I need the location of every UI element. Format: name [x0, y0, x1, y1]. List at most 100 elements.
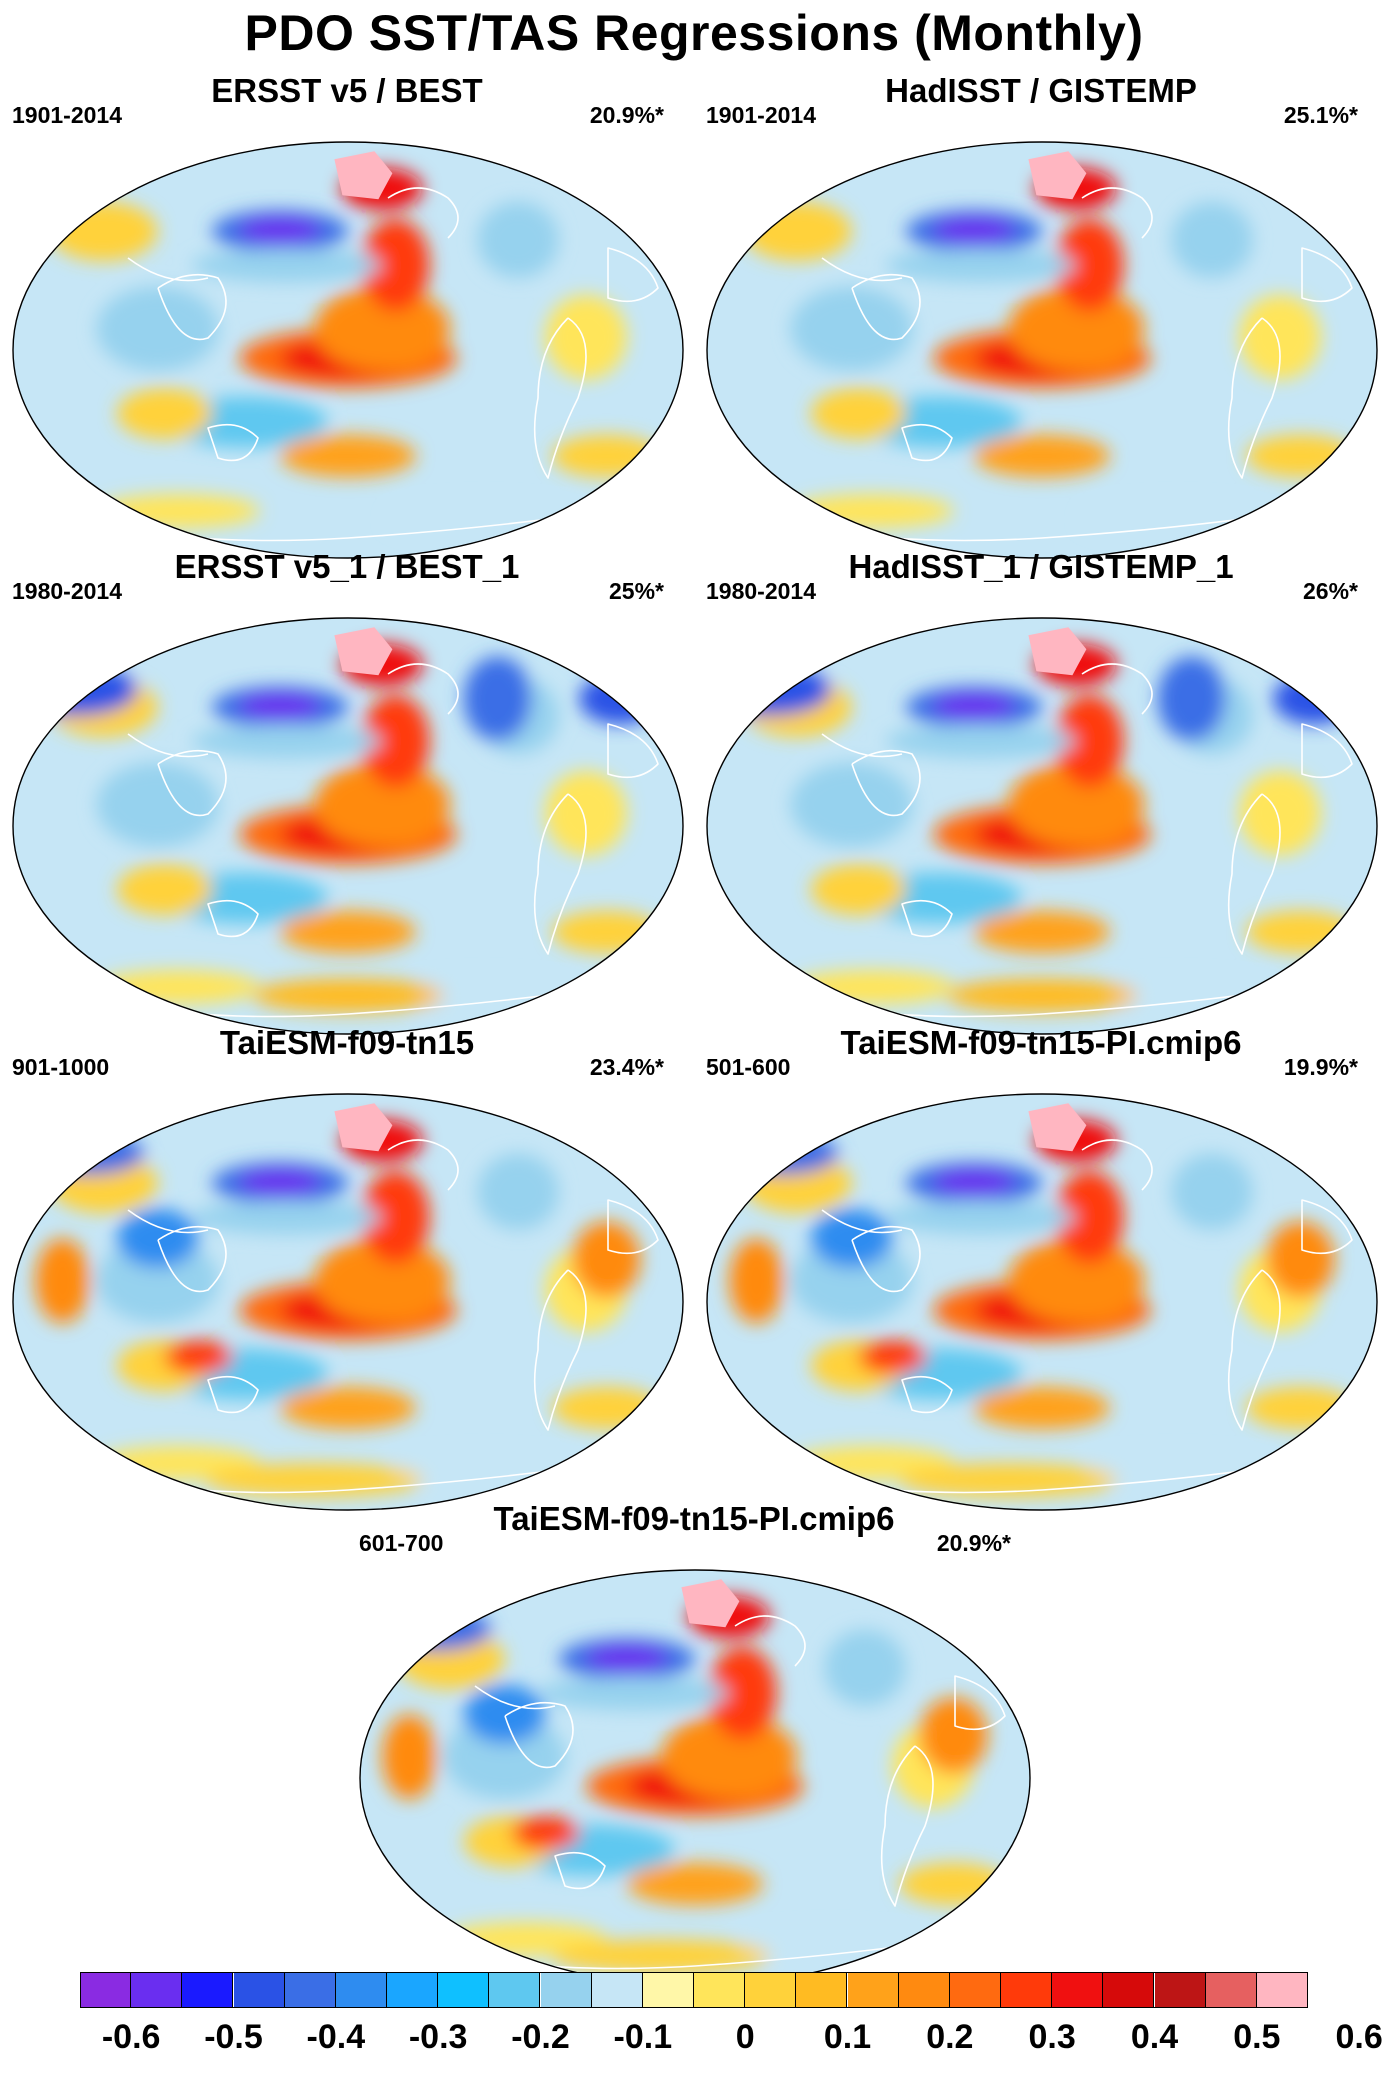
coastline — [533, 1269, 587, 1431]
anomaly-region — [116, 1208, 199, 1269]
panel-title: ERSST v5_1 / BEST_1 — [174, 548, 520, 585]
map-panel: TaiESM-f09-tn15-PI.cmip6 601-700 20.9%* — [347, 1500, 1041, 2010]
colorbar-swatch — [438, 1972, 490, 2008]
anomaly-region — [361, 694, 430, 788]
colorbar-tick-label: -0.3 — [408, 2018, 468, 2056]
anomaly-region — [1055, 218, 1124, 312]
anomaly-region — [974, 910, 1110, 954]
colorbar-swatch — [898, 1972, 950, 2008]
anomaly-region — [729, 1132, 838, 1175]
colorbar-swatch — [387, 1972, 439, 2008]
anomaly-region — [810, 864, 906, 916]
anomaly-region — [239, 694, 321, 720]
world-map — [702, 138, 1382, 562]
colorbar-tick-label: -0.2 — [511, 2018, 570, 2056]
coastline — [533, 317, 587, 479]
anomaly-region — [382, 1714, 437, 1800]
anomaly-region — [477, 201, 559, 278]
anomaly-region — [790, 1238, 913, 1324]
panel-variance: 23.4%* — [589, 1054, 664, 1080]
coastline — [821, 663, 1153, 758]
coastline — [1301, 1199, 1353, 1255]
panel-title: TaiESM-f09-tn15-PI.cmip6 — [840, 1024, 1242, 1061]
anomaly-region — [96, 1238, 219, 1324]
anomaly-region — [1008, 1238, 1144, 1324]
coastline — [607, 1199, 659, 1255]
figure-title: PDO SST/TAS Regressions (Monthly) — [244, 5, 1144, 61]
anomaly-region — [35, 1238, 90, 1324]
map-panel: ERSST v5_1 / BEST_1 1980-2014 25%* — [0, 548, 694, 1058]
colorbar-swatch — [847, 1972, 899, 2008]
panel-title: HadISST_1 / GISTEMP_1 — [848, 548, 1234, 585]
anomaly-region — [361, 218, 430, 312]
anomaly-region — [48, 201, 158, 261]
anomaly-region — [1239, 294, 1321, 380]
anomaly-region — [919, 1697, 988, 1774]
anomaly-region — [239, 218, 321, 244]
anomaly-region — [314, 286, 450, 372]
coastline — [474, 1615, 806, 1710]
colorbar-swatch — [131, 1972, 183, 2008]
anomaly-region — [280, 434, 416, 478]
colorbar-swatch — [949, 1972, 1001, 2008]
coastline — [1301, 723, 1353, 779]
anomaly-region — [443, 1714, 566, 1800]
colorbar-swatch — [1205, 1972, 1257, 2008]
anomaly-region — [824, 1629, 906, 1706]
coastline — [127, 187, 459, 282]
anomaly-region — [14, 664, 138, 716]
anomaly-region — [572, 1221, 641, 1298]
anomaly-region — [96, 762, 219, 848]
colorbar-swatch — [694, 1972, 746, 2008]
anomaly-region — [463, 1684, 546, 1745]
anomaly-region — [1239, 770, 1321, 856]
colorbar-swatch — [335, 1972, 387, 2008]
panel-variance: 19.9%* — [1283, 1054, 1358, 1080]
coastline — [851, 273, 921, 341]
panel-variance: 26%* — [1303, 578, 1358, 604]
coastline — [1227, 793, 1281, 955]
colorbar-swatch — [1103, 1972, 1155, 2008]
anomaly-region — [463, 656, 532, 742]
panel-period: 901-1000 — [12, 1054, 110, 1080]
anomaly-region — [552, 434, 661, 478]
colorbar-swatch — [796, 1972, 848, 2008]
colorbar-swatch — [80, 1972, 132, 2008]
colorbar-tick-label: 0.3 — [1028, 2018, 1076, 2056]
anomaly-region — [1171, 1153, 1253, 1230]
anomaly-region — [1246, 434, 1355, 478]
coastline — [901, 1375, 953, 1414]
anomaly-region — [116, 864, 212, 916]
panel-title: TaiESM-f09-tn15 — [219, 1024, 475, 1061]
map-panel: HadISST / GISTEMP 1901-2014 25.1%* — [694, 72, 1388, 582]
anomaly-region — [661, 1714, 797, 1800]
anomaly-region — [899, 1862, 1008, 1906]
anomaly-region — [1246, 910, 1355, 954]
coastline — [901, 423, 953, 462]
world-map — [8, 614, 688, 1038]
coastline — [901, 899, 953, 938]
anomaly-region — [96, 970, 260, 1005]
anomaly-region — [280, 1386, 416, 1430]
saturated-region — [1028, 151, 1087, 200]
panel-period: 1901-2014 — [12, 102, 122, 128]
colorbar-swatch — [284, 1972, 336, 2008]
anomaly-region — [933, 218, 1015, 244]
anomaly-region — [729, 1238, 784, 1324]
colorbar-swatch — [745, 1972, 797, 2008]
coastline — [851, 1225, 921, 1293]
world-map — [8, 138, 688, 562]
anomaly-region — [1082, 502, 1274, 537]
colorbar-swatch — [1052, 1972, 1104, 2008]
colorbar-tick-label: -0.5 — [204, 2018, 263, 2056]
colorbar-swatch — [1154, 1972, 1206, 2008]
anomaly-region — [1246, 1386, 1355, 1430]
anomaly-region — [96, 286, 219, 372]
map-panel: TaiESM-f09-tn15-PI.cmip6 501-600 19.9%* — [694, 1024, 1388, 1534]
anomaly-region — [974, 434, 1110, 478]
panel-variance: 20.9%* — [589, 102, 664, 128]
panel-period: 1901-2014 — [706, 102, 816, 128]
coastline — [127, 1139, 459, 1234]
colorbar-swatch — [182, 1972, 234, 2008]
anomaly-region — [810, 388, 906, 440]
